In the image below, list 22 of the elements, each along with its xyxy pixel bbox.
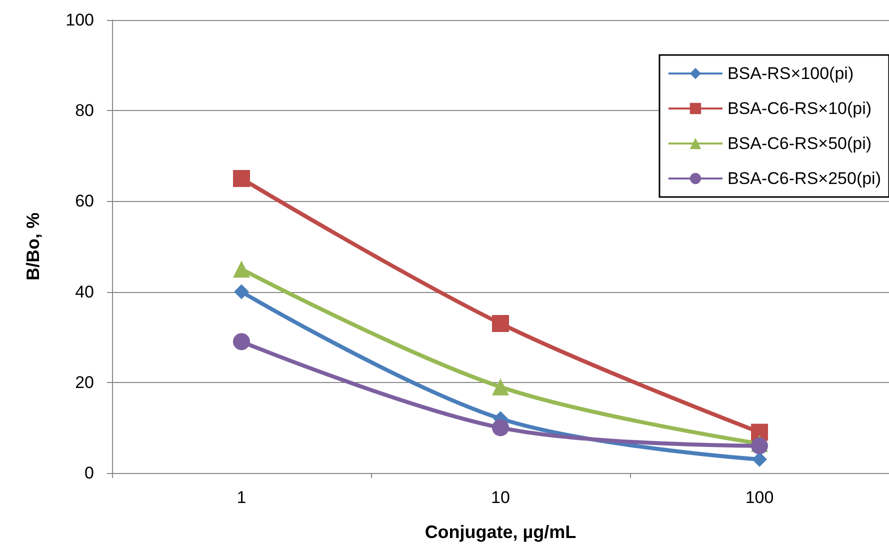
point	[233, 170, 250, 188]
x-tick-label: 1	[236, 488, 246, 507]
y-tick-label: 20	[75, 372, 94, 392]
legend-label: BSA-C6-RS×10(pi)	[727, 99, 872, 118]
point	[234, 284, 249, 300]
y-tick-label: 40	[75, 282, 94, 302]
point	[492, 378, 509, 396]
y-tick-label: 60	[75, 192, 94, 211]
x-axis-title: Conjugate, µg/mL	[424, 522, 576, 542]
y-tick-label: 0	[84, 464, 94, 482]
legend-label: BSA-C6-RS×250(pi)	[727, 169, 881, 188]
point	[233, 260, 250, 278]
point	[492, 315, 509, 332]
x-tick-label: 100	[745, 488, 774, 507]
legend-label: BSA-C6-RS×50(pi)	[727, 134, 872, 153]
x-tick-label: 10	[491, 488, 510, 507]
legend-label: BSA-RS×100(pi)	[727, 64, 854, 83]
point	[492, 419, 509, 436]
y-tick-label: 80	[75, 101, 94, 120]
y-axis-title: B/Bo, %	[23, 212, 43, 281]
point	[233, 333, 250, 350]
y-tick-label: 100	[66, 10, 94, 30]
